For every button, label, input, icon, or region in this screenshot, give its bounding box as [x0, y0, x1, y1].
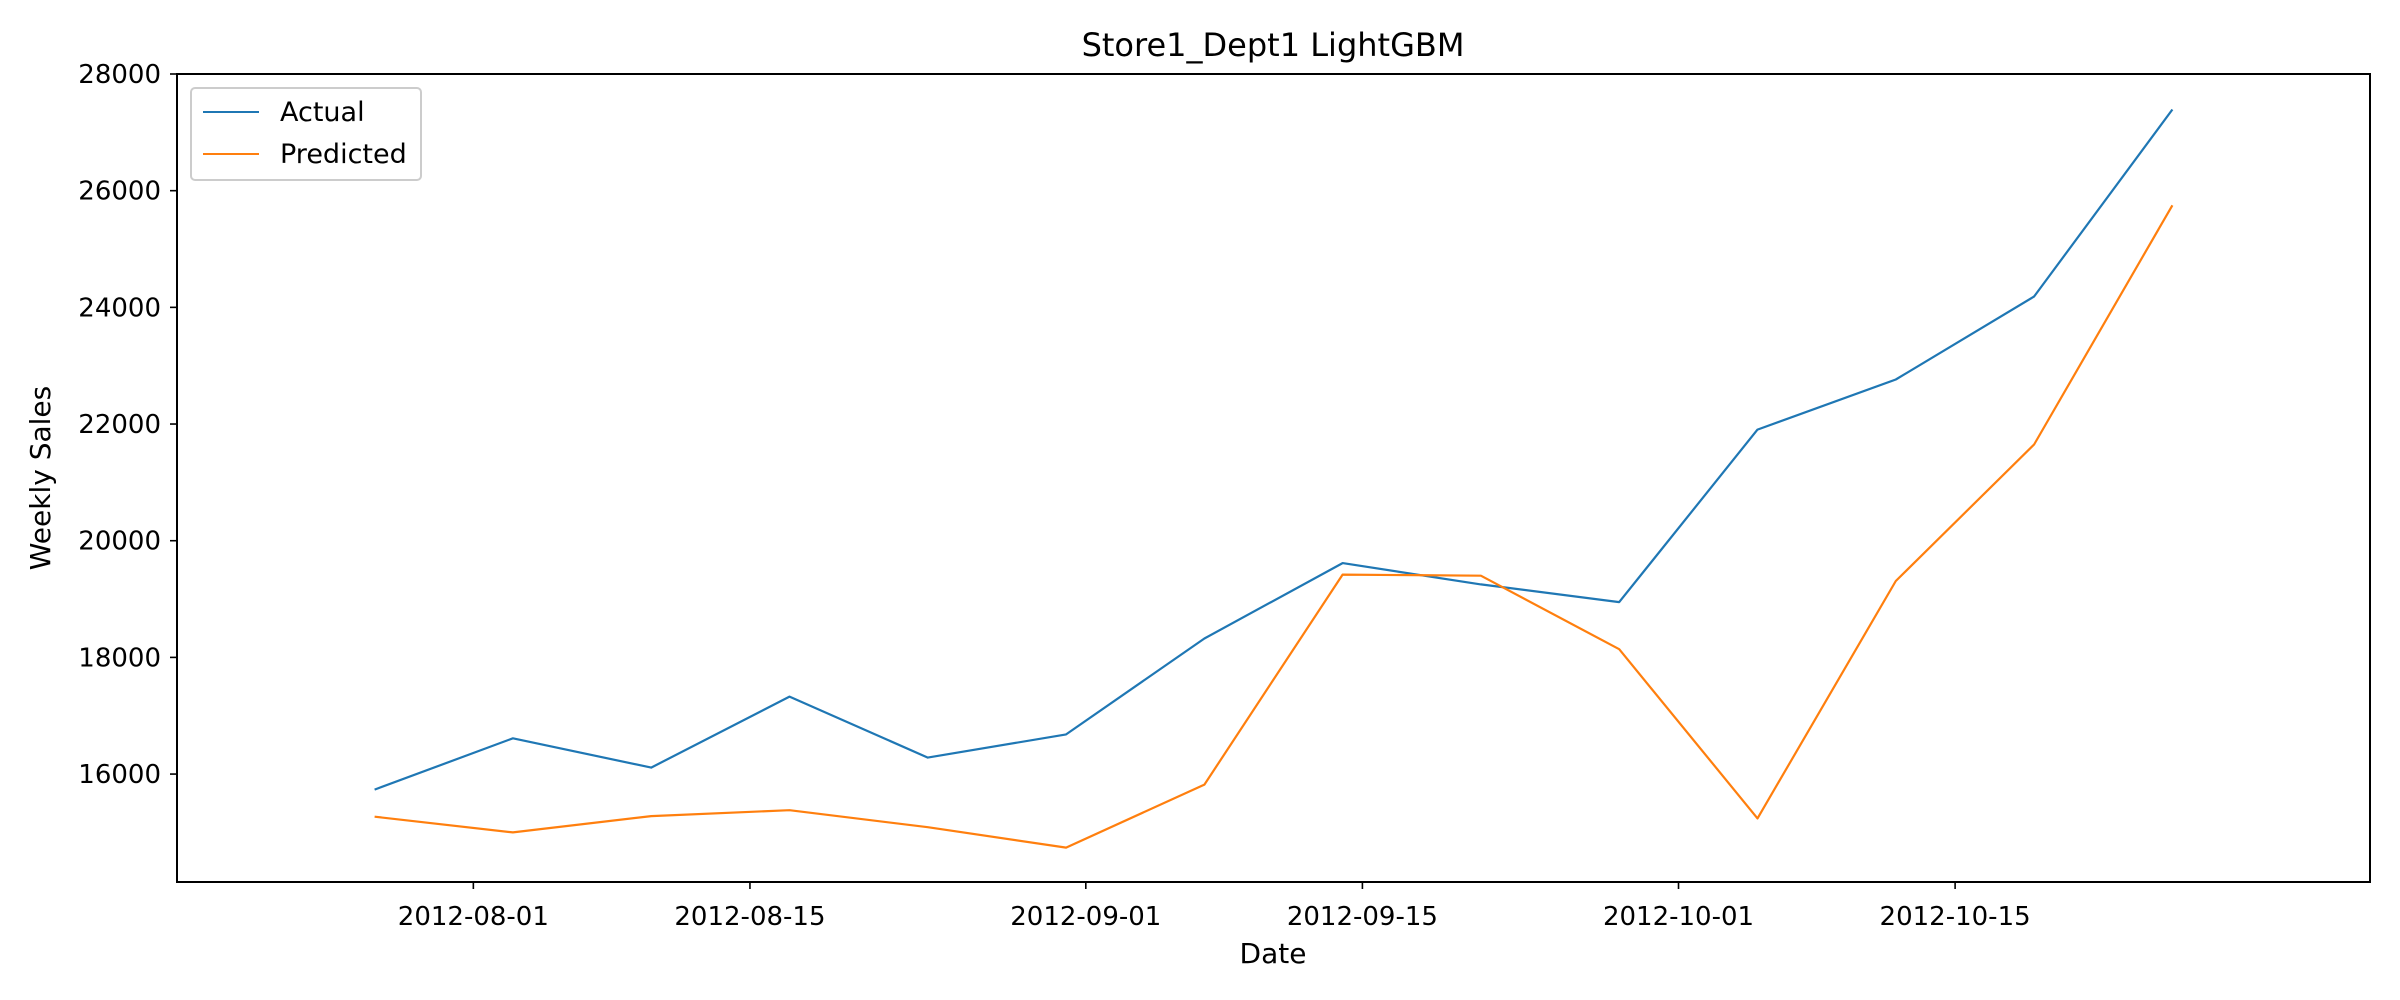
y-tick-label: 20000 [78, 527, 161, 557]
series-layer [374, 108, 2174, 849]
plot-area [176, 73, 2371, 883]
chart-title: Store1_Dept1 LightGBM [1082, 26, 1465, 64]
x-tick-label: 2012-10-15 [1880, 902, 2031, 932]
y-tick-label: 24000 [78, 293, 161, 323]
x-tick-label: 2012-08-15 [674, 902, 825, 932]
series-line-actual [374, 108, 2174, 791]
x-axis: 2012-08-01 2012-08-15 2012-09-01 2012-09-15… [398, 882, 2031, 932]
x-tick-label: 2012-08-01 [398, 902, 549, 932]
y-tick-label: 18000 [78, 643, 161, 673]
y-axis-label: Weekly Sales [24, 386, 57, 571]
legend-label-predicted: Predicted [280, 139, 407, 170]
x-tick-label: 2012-10-01 [1603, 902, 1754, 932]
y-tick-label: 26000 [78, 177, 161, 207]
legend: Actual Predicted [190, 87, 422, 181]
y-tick-label: 22000 [78, 410, 161, 440]
legend-label-actual: Actual [280, 97, 365, 128]
x-tick-label: 2012-09-01 [1010, 902, 1161, 932]
x-axis-label: Date [1240, 937, 1307, 970]
series-line-predicted [374, 204, 2174, 849]
y-tick-label: 16000 [78, 760, 161, 790]
x-tick-label: 2012-09-15 [1287, 902, 1438, 932]
y-axis: 16000 18000 20000 22000 24000 26000 28000 [78, 60, 177, 790]
y-tick-label: 28000 [78, 60, 161, 90]
plot-frame [176, 73, 2371, 883]
